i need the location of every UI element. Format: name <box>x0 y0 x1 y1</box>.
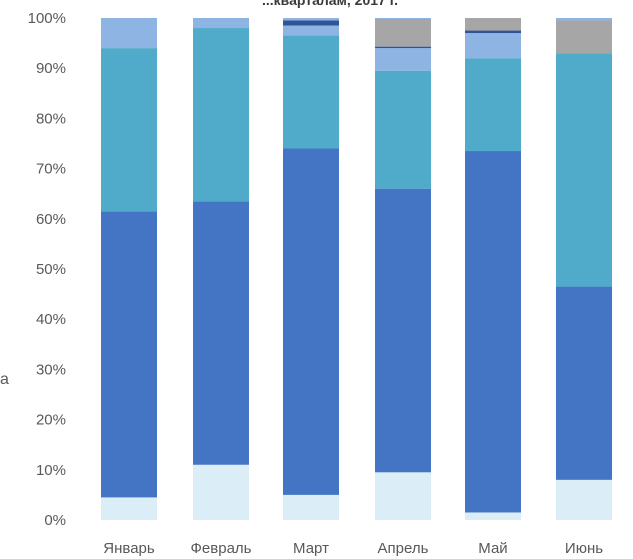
y-tick-label: 0% <box>44 512 66 529</box>
bar-segment <box>556 286 612 480</box>
bar-segment <box>101 497 157 520</box>
x-axis-labels: Январь Февраль Март Апрель Май Июнь <box>103 540 603 557</box>
bar-segment <box>101 18 157 26</box>
bar-segment <box>375 188 431 473</box>
bars-group <box>101 18 612 520</box>
y-tick-label: 100% <box>28 10 66 27</box>
bar-segment <box>375 18 431 20</box>
y-tick-label: 30% <box>36 361 66 378</box>
y-axis-ticks: 0% 10% 20% 30% 40% 50% 60% 70% 80% 90% 100% <box>28 10 66 529</box>
bar-segment <box>465 151 521 513</box>
bar-segment <box>556 53 612 287</box>
cropped-axis-label-fragment: а <box>0 371 9 388</box>
bar-segment <box>193 18 249 24</box>
bar-segment <box>375 70 431 189</box>
x-category-label: Июнь <box>565 540 603 557</box>
x-category-label: Январь <box>103 540 155 557</box>
bar-segment <box>283 148 339 495</box>
bar-segment <box>375 19 431 47</box>
bar-segment <box>283 20 339 26</box>
bar-segment <box>465 30 521 34</box>
chart-title: ...кварталам, 2017 г. <box>262 0 398 8</box>
bar-segment <box>283 25 339 36</box>
bar-segment <box>465 512 521 520</box>
bar-segment <box>556 20 612 54</box>
y-tick-label: 10% <box>36 462 66 479</box>
bar-segment <box>375 48 431 71</box>
bar-segment <box>556 18 612 21</box>
bar-segment <box>465 33 521 59</box>
y-tick-label: 90% <box>36 60 66 77</box>
bar-segment <box>283 35 339 149</box>
bar-segment <box>465 18 521 31</box>
bar-segment <box>101 48 157 212</box>
x-category-label: Февраль <box>191 540 252 557</box>
bar-segment <box>375 46 431 49</box>
bar-segment <box>556 479 612 520</box>
y-tick-label: 70% <box>36 161 66 178</box>
x-category-label: Май <box>478 540 507 557</box>
bar-segment <box>101 211 157 498</box>
bar-segment <box>283 494 339 520</box>
bar-segment <box>193 28 249 202</box>
bar-segment <box>465 58 521 152</box>
bar-segment <box>101 25 157 49</box>
y-tick-label: 60% <box>36 211 66 228</box>
y-tick-label: 40% <box>36 311 66 328</box>
y-tick-label: 20% <box>36 412 66 429</box>
bar-segment <box>375 472 431 520</box>
x-category-label: Март <box>293 540 329 557</box>
bar-segment <box>283 18 339 21</box>
bar-segment <box>193 201 249 465</box>
x-category-label: Апрель <box>378 540 429 557</box>
bar-segment <box>193 464 249 520</box>
y-tick-label: 80% <box>36 110 66 127</box>
y-tick-label: 50% <box>36 261 66 278</box>
bar-segment <box>193 23 249 29</box>
